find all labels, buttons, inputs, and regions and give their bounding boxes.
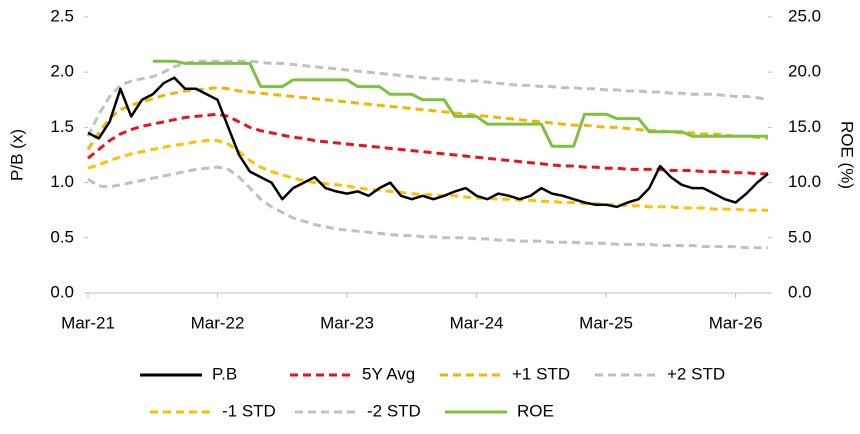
x-tick-label: Mar-24 (450, 313, 504, 332)
y2-tick-label: 10.0 (788, 172, 821, 191)
x-tick-label: Mar-25 (579, 313, 633, 332)
y-axis-label: P/B (x) (7, 129, 26, 181)
x-tick-label: Mar-23 (320, 313, 374, 332)
y2-tick-label: 5.0 (788, 227, 812, 246)
legend-label: P.B (212, 364, 237, 383)
series-line (152, 59, 768, 148)
legend-label: 5Y Avg (362, 364, 415, 383)
series-line (87, 165, 768, 250)
y-tick-label: 2.0 (50, 62, 74, 81)
legend-label: -2 STD (367, 401, 421, 420)
y2-tick-label: 25.0 (788, 6, 821, 25)
y-tick-label: 1.0 (50, 172, 74, 191)
series-line (86, 59, 769, 137)
y-tick-label: 2.5 (50, 6, 74, 25)
x-tick-label: Mar-26 (709, 313, 763, 332)
y-tick-label: 0.5 (50, 227, 74, 246)
y2-tick-label: 0.0 (788, 282, 812, 301)
y-tick-label: 0.0 (50, 282, 74, 301)
series-line (87, 112, 768, 176)
series-line (87, 139, 768, 212)
legend-label: +1 STD (512, 364, 570, 383)
series-line (87, 76, 769, 209)
x-tick-label: Mar-22 (191, 313, 245, 332)
legend-label: -1 STD (222, 401, 276, 420)
y2-tick-label: 15.0 (788, 117, 821, 136)
legend-label: ROE (517, 401, 554, 420)
y2-tick-label: 20.0 (788, 62, 821, 81)
y2-axis-label: ROE (%) (838, 121, 857, 189)
legend-label: +2 STD (667, 364, 725, 383)
y-tick-label: 1.5 (50, 117, 74, 136)
x-tick-label: Mar-21 (61, 313, 115, 332)
series-line (86, 86, 769, 151)
